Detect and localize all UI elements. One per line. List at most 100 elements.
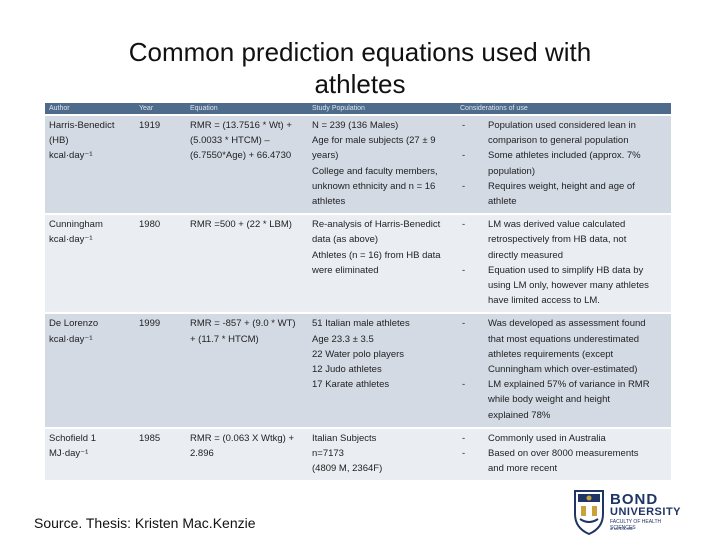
consideration-line: Based on over 8000 measurements: [488, 448, 639, 460]
population-cell-line: N = 239 (136 Males): [312, 120, 399, 131]
bullet-dash: -: [462, 180, 466, 192]
population-cell-line: years): [312, 150, 339, 162]
consideration-line: Requires weight, height and age of: [488, 180, 635, 192]
consideration-line: Commonly used in Australia: [488, 432, 606, 444]
consideration-line: Some athletes included (approx. 7%: [488, 150, 641, 162]
logo-text-medicine: & MEDICINE: [610, 526, 634, 531]
bullet-dash: -: [462, 264, 466, 276]
equation-cell-line: + (11.7 * HTCM): [190, 333, 259, 345]
consideration-line: Population used considered lean in: [488, 120, 636, 131]
header-author: Author: [45, 103, 135, 116]
consideration-text: Based on over 8000 measurements and more …: [488, 446, 667, 476]
consideration-item: - Requires weight, height and age of athle…: [460, 179, 667, 209]
equation-cell-line: RMR = (13.7516 * Wt) +: [190, 120, 292, 131]
author-cell-line: kcal·day⁻¹: [49, 150, 93, 162]
population-cell-line: data (as above): [312, 234, 379, 246]
consideration-line: retrospectively from HB data, not: [488, 234, 627, 246]
population-cell-line: College and faculty members,: [312, 165, 438, 177]
source-caption: Source. Thesis: Kristen Mac.Kenzie: [34, 515, 256, 531]
population-cell: N = 239 (136 Males) Age for male subjects…: [308, 115, 456, 216]
bullet-dash: -: [462, 318, 466, 330]
population-cell-line: n=7173: [312, 448, 344, 460]
equation-cell-line: RMR = -857 + (9.0 * WT): [190, 318, 296, 330]
considerations-cell: - Was developed as assessment found that m…: [456, 313, 671, 429]
equation-cell-line: RMR =500 + (22 * LBM): [190, 219, 292, 231]
bullet-dash: -: [462, 432, 466, 444]
consideration-line: have limited access to LM.: [488, 295, 600, 307]
consideration-item: - Was developed as assessment found that m…: [460, 316, 667, 377]
population-cell-line: 12 Judo athletes: [312, 364, 382, 376]
bond-university-logo: BOND UNIVERSITY FACULTY OF HEALTH SCIENC…: [570, 487, 682, 537]
bullet-dash: -: [462, 448, 466, 460]
consideration-line: athletes requirements (except: [488, 348, 614, 360]
year-cell: 1980: [135, 214, 186, 315]
considerations-cell: - LM was derived value calculated retrospe…: [456, 214, 671, 315]
consideration-item: - Population used considered lean in compa…: [460, 118, 667, 148]
table-body: Harris-Benedict (HB) kcal·day⁻¹ 1919 RMR = (…: [45, 115, 671, 483]
year-cell: 1919: [135, 115, 186, 216]
consideration-item: - Some athletes included (approx. 7% popul…: [460, 148, 667, 178]
author-cell-line: Schofield 1: [49, 432, 97, 444]
population-cell: Italian Subjects n=7173 (4809 M, 2364F): [308, 427, 456, 483]
table-row: Schofield 1 MJ·day⁻¹ 1985 RMR = (0.063 X Wt…: [45, 427, 671, 483]
header-equation: Equation: [186, 103, 308, 116]
logo-text-bond: BOND: [610, 491, 659, 508]
population-cell-line: 22 Water polo players: [312, 348, 405, 360]
consideration-line: comparison to general population: [488, 135, 629, 147]
consideration-text: Was developed as assessment found that mo…: [488, 316, 667, 377]
author-cell-line: De Lorenzo: [49, 318, 99, 330]
university-crest-icon: [574, 490, 604, 536]
consideration-text: Equation used to simplify HB data by usin…: [488, 263, 667, 309]
author-cell: Harris-Benedict (HB) kcal·day⁻¹: [45, 115, 135, 216]
consideration-text: Some athletes included (approx. 7% popula…: [488, 148, 667, 178]
population-cell: Re-analysis of Harris-Benedict data (as a…: [308, 214, 456, 315]
consideration-line: LM explained 57% of variance in RMR: [488, 379, 650, 391]
equation-cell: RMR = (13.7516 * Wt) + (5.0033 * HTCM) – (…: [186, 115, 308, 216]
consideration-line: Cunningham which over-estimated): [488, 364, 638, 376]
author-cell-line: kcal·day⁻¹: [49, 333, 93, 345]
table-row: Harris-Benedict (HB) kcal·day⁻¹ 1919 RMR = (…: [45, 115, 671, 216]
equation-cell: RMR =500 + (22 * LBM): [186, 214, 308, 315]
equations-table: Author Year Equation Study Population Co…: [45, 103, 671, 483]
population-cell-line: Age for male subjects (27 ± 9: [312, 135, 436, 147]
considerations-cell: - Population used considered lean in compa…: [456, 115, 671, 216]
bullet-dash: -: [462, 150, 466, 162]
population-cell-line: athletes: [312, 196, 346, 208]
population-cell-line: (4809 M, 2364F): [312, 463, 383, 475]
consideration-line: LM was derived value calculated: [488, 219, 626, 231]
consideration-item: - Based on over 8000 measurements and more…: [460, 446, 667, 476]
header-considerations: Considerations of use: [456, 103, 671, 116]
logo-text-university: UNIVERSITY: [610, 506, 682, 518]
equation-cell-line: (5.0033 * HTCM) –: [190, 135, 270, 147]
consideration-item: - LM was derived value calculated retrospe…: [460, 217, 667, 263]
population-cell-line: unknown ethnicity and n = 16: [312, 180, 436, 192]
author-cell-line: Cunningham: [49, 219, 103, 231]
year-cell: 1999: [135, 313, 186, 429]
author-cell-line: (HB): [49, 135, 69, 147]
author-cell-line: MJ·day⁻¹: [49, 448, 89, 460]
equation-cell-line: (6.7550*Age) + 66.4730: [190, 150, 292, 162]
author-cell-line: kcal·day⁻¹: [49, 234, 93, 246]
population-cell-line: Italian Subjects: [312, 432, 377, 444]
consideration-item: - Equation used to simplify HB data by usi…: [460, 263, 667, 309]
consideration-line: using LM only, however many athletes: [488, 280, 649, 292]
bullet-dash: -: [462, 379, 466, 391]
author-cell-line: Harris-Benedict: [49, 120, 115, 131]
author-cell: Cunningham kcal·day⁻¹: [45, 214, 135, 315]
author-cell: De Lorenzo kcal·day⁻¹: [45, 313, 135, 429]
slide-title: Common prediction equations used with at…: [128, 37, 592, 99]
population-cell-line: Re-analysis of Harris-Benedict: [312, 219, 441, 231]
consideration-item: - Commonly used in Australia: [460, 431, 667, 446]
equation-cell: RMR = -857 + (9.0 * WT) + (11.7 * HTCM): [186, 313, 308, 429]
consideration-line: athlete: [488, 196, 517, 208]
population-cell-line: were eliminated: [312, 264, 379, 276]
bullet-dash: -: [462, 219, 466, 231]
header-population: Study Population: [308, 103, 456, 116]
population-cell-line: Age 23.3 ± 3.5: [312, 333, 374, 345]
consideration-line: while body weight and height: [488, 394, 611, 406]
consideration-line: explained 78%: [488, 409, 551, 421]
consideration-item: - LM explained 57% of variance in RMR whil…: [460, 377, 667, 423]
consideration-line: that most equations underestimated: [488, 333, 640, 345]
consideration-text: Population used considered lean in compar…: [488, 118, 667, 148]
equation-cell: RMR = (0.063 X Wtkg) + 2.896: [186, 427, 308, 483]
